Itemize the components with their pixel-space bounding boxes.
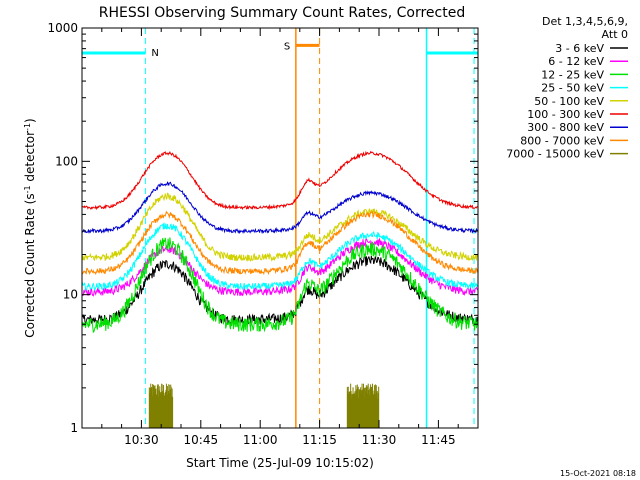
y-tick-label: 10 (63, 288, 78, 302)
y-label-part-2: detector (23, 131, 37, 186)
spike-group-0 (148, 383, 174, 428)
x-tick-label: 10:30 (124, 433, 159, 447)
legend-label: 50 - 100 keV (534, 95, 604, 108)
y-label-sup-2: -1 (23, 123, 32, 131)
legend-label: 800 - 7000 keV (520, 134, 604, 147)
y-tick-label: 1 (70, 421, 78, 435)
x-tick-label: 11:30 (362, 433, 397, 447)
legend-label: 300 - 800 keV (527, 121, 604, 134)
night-marker-label: N (151, 48, 158, 59)
x-tick-label: 11:15 (302, 433, 337, 447)
series-line-5 (81, 150, 478, 211)
y-axis-label: Corrected Count Rate (s-1 detector-1) (23, 118, 38, 337)
x-axis-label: Start Time (25-Jul-09 10:15:02) (186, 456, 374, 470)
x-tick-label: 10:45 (184, 433, 219, 447)
x-tick-label: 11:45 (421, 433, 456, 447)
legend-label: 25 - 50 keV (541, 82, 604, 95)
axis-ticks: 10:30 10:45 11:00 11:15 11:30 11:45 1 10 100 1000 (47, 21, 478, 447)
series-line-6 (81, 181, 478, 235)
legend-header-2: Att 0 (602, 28, 628, 41)
series-line-3 (81, 222, 479, 292)
y-label-part-3: ) (23, 118, 37, 123)
footer-timestamp: 15-Oct-2021 08:18 (560, 469, 636, 478)
series-line-0 (81, 255, 479, 327)
legend-label: 7000 - 15000 keV (506, 148, 604, 161)
series-line-1 (81, 237, 479, 297)
y-label-part-1: Corrected Count Rate (s (23, 193, 37, 337)
legend-label: 12 - 25 keV (541, 68, 604, 81)
x-tick-label: 11:00 (243, 433, 278, 447)
y-tick-label: 100 (55, 154, 78, 168)
legend-header-1: Det 1,3,4,5,6,9, (542, 15, 628, 28)
legend-label: 6 - 12 keV (548, 55, 604, 68)
saa-marker-label: S (284, 41, 290, 52)
series-line-4 (81, 192, 479, 262)
legend-label: 100 - 300 keV (527, 108, 604, 121)
series-line-2 (81, 237, 479, 333)
legend-label: 3 - 6 keV (555, 42, 604, 55)
spike-group-1 (346, 383, 380, 428)
y-tick-label: 1000 (47, 21, 78, 35)
y-label-sup-1: -1 (23, 185, 32, 193)
series-line-7 (81, 210, 479, 276)
chart-title: RHESSI Observing Summary Count Rates, Co… (99, 5, 465, 21)
plot-area: NS (81, 28, 479, 428)
